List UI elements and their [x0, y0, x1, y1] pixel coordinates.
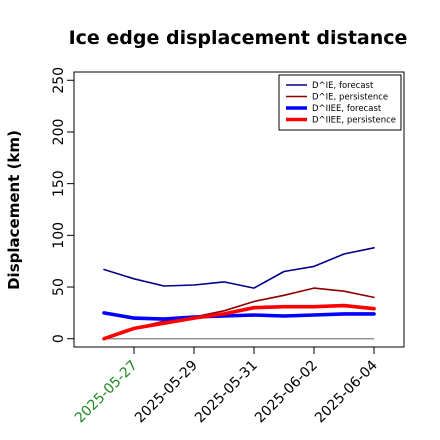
- y-tick-label: 50: [51, 278, 67, 296]
- legend-label-4: D^IIEE, persistence: [312, 116, 396, 126]
- y-tick-label: 150: [51, 170, 67, 197]
- x-tick-label: 2025-06-04: [312, 357, 381, 426]
- series-line-3: [102, 311, 376, 321]
- legend-label-2: D^IE, persistence: [312, 93, 388, 103]
- x-tick-label: 2025-05-29: [132, 358, 201, 427]
- plot-frame: [73, 71, 405, 348]
- y-ticks: 0 50 100 150 200 250: [51, 67, 74, 343]
- chart-title: Ice edge displacement distance: [69, 27, 408, 49]
- y-tick-label: 200: [51, 119, 67, 146]
- legend-label-1: D^IE, forecast: [312, 81, 374, 91]
- series-line-4: [102, 303, 376, 341]
- x-tick-label: 2025-06-02: [252, 358, 321, 427]
- y-tick-label: 250: [51, 67, 67, 94]
- series-lines: [102, 247, 376, 341]
- x-tick-label: 2025-05-27: [72, 358, 141, 427]
- y-tick-label: 0: [51, 334, 67, 343]
- y-axis-label: Displacement (km): [5, 130, 23, 290]
- series-line-1: [103, 247, 375, 289]
- legend-label-3: D^IIEE, forecast: [312, 104, 382, 114]
- x-ticks: 2025-05-272025-05-292025-05-312025-06-02…: [72, 347, 381, 426]
- y-tick-label: 100: [51, 222, 67, 249]
- x-tick-label: 2025-05-31: [192, 358, 261, 427]
